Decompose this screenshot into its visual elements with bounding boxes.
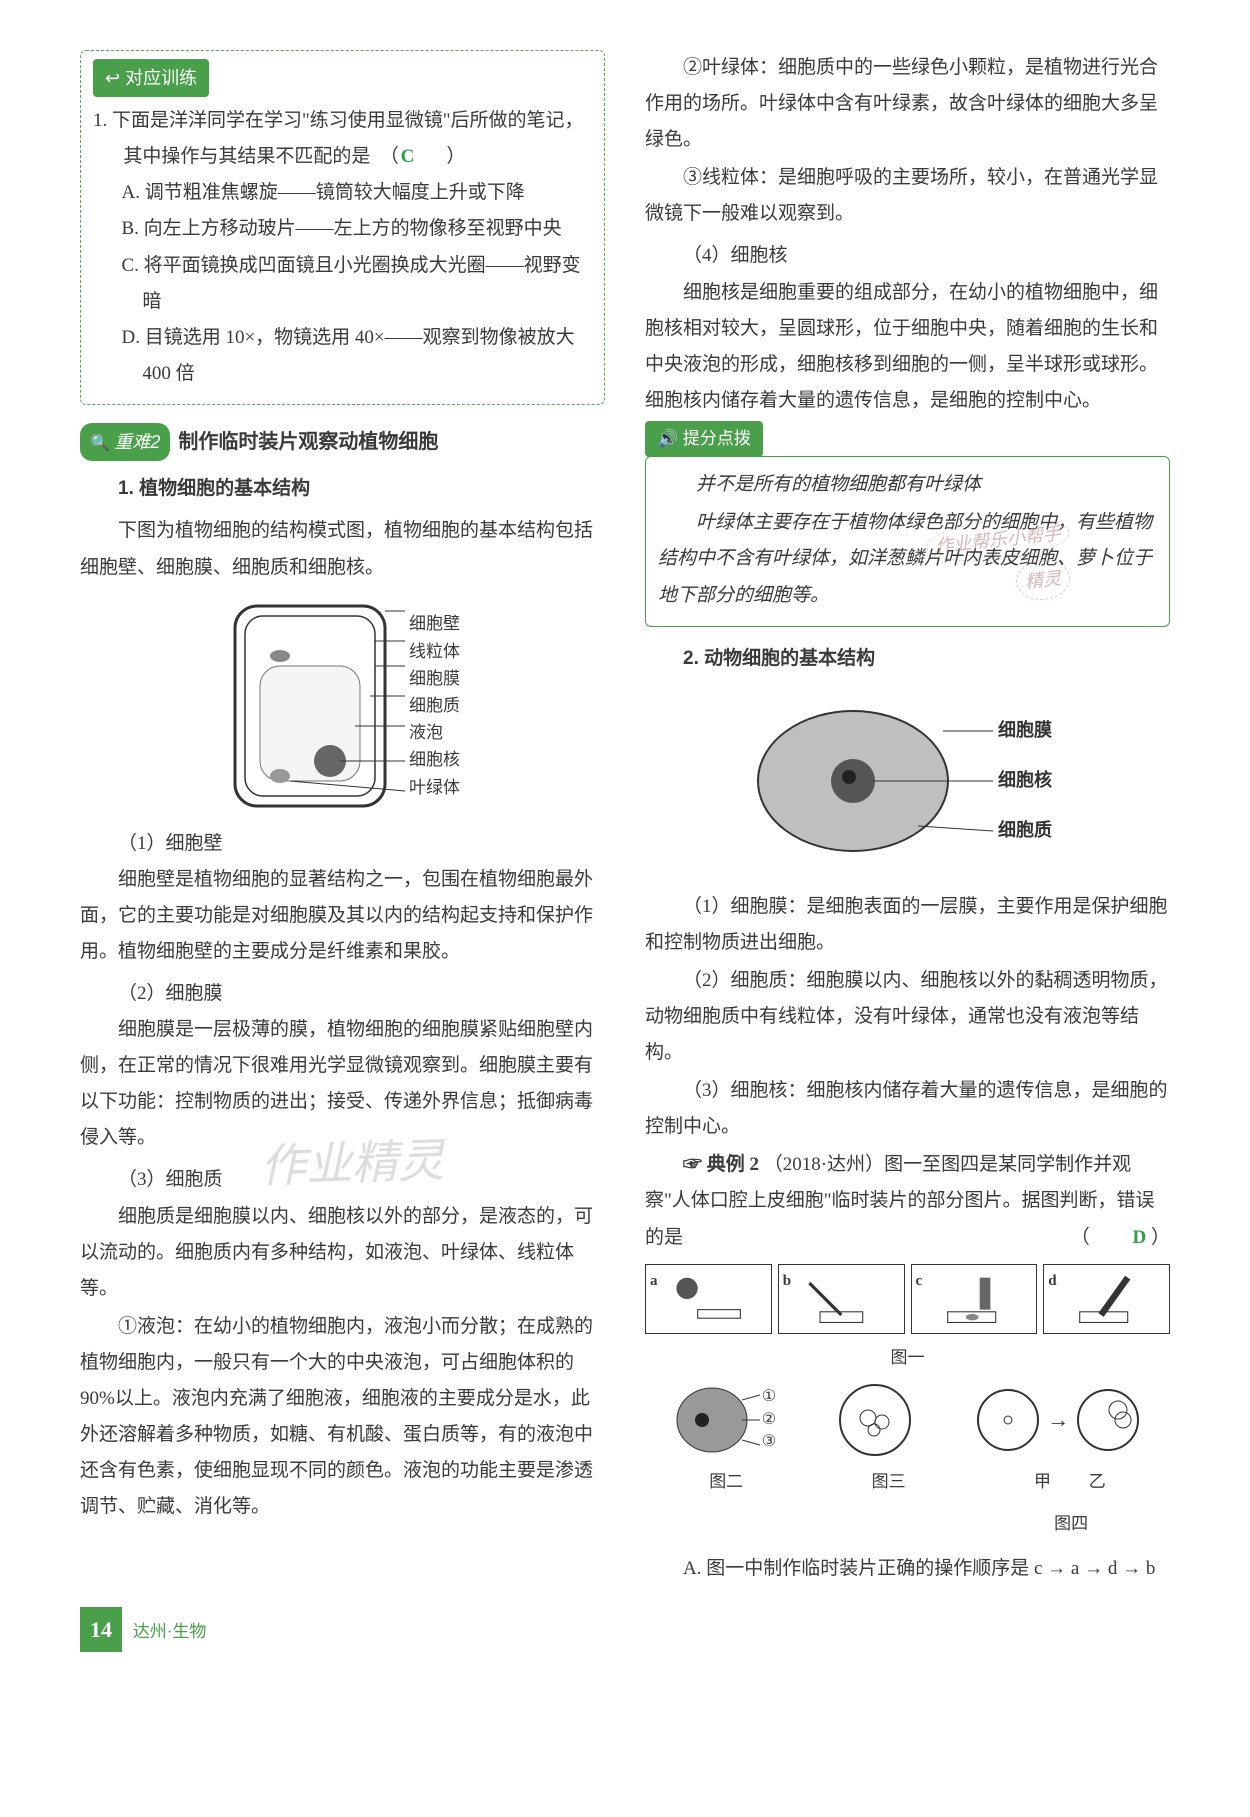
svg-text:细胞核: 细胞核 <box>998 769 1052 790</box>
figure-1-row: a b c d <box>645 1264 1170 1334</box>
fig1-caption: 图一 <box>645 1342 1170 1374</box>
animal-cell-diagram: 细胞膜 细胞核 细胞质 <box>645 691 1170 871</box>
fig3-svg <box>830 1380 920 1460</box>
q1-opt-b: B. 向左上方移动玻片——左上方的物像移至视野中央 <box>93 211 592 247</box>
p3a-body: ①液泡：在幼小的植物细胞内，液泡小而分散；在成熟的植物细胞内，一般只有一个大的中… <box>80 1309 605 1526</box>
right-column: ②叶绿体：细胞质中的一些绿色小颗粒，是植物进行光合作用的场所。叶绿体中含有叶绿素… <box>645 50 1170 1589</box>
fig4-jia: 甲 <box>1034 1472 1051 1491</box>
p3c-body: ③线粒体：是细胞呼吸的主要场所，较小，在普通光学显微镜下一般难以观察到。 <box>645 160 1170 232</box>
fig4-caption: 图四 <box>1054 1508 1088 1540</box>
p1-title: （1）细胞壁 <box>80 826 605 862</box>
svg-text:细胞膜: 细胞膜 <box>998 719 1052 740</box>
tip-header: 提分点拨 <box>645 421 763 457</box>
label-cytoplasm: 细胞质 <box>409 692 460 719</box>
example-answer: D <box>1095 1220 1147 1256</box>
animal-heading: 2. 动物细胞的基本结构 <box>645 641 1170 677</box>
a1-body: （1）细胞膜：是细胞表面的一层膜，主要作用是保护细胞和控制物质进出细胞。 <box>645 889 1170 961</box>
label-nucleus: 细胞核 <box>409 746 460 773</box>
q1-opt-c: C. 将平面镜换成凹面镜且小光圈换成大光圈——视野变暗 <box>93 248 592 320</box>
example-2: ☞ 典例 2 （2018·达州）图一至图四是某同学制作并观察"人体口腔上皮细胞"… <box>645 1147 1170 1255</box>
label-vacuole: 液泡 <box>409 719 460 746</box>
label-cell-wall: 细胞壁 <box>409 610 460 637</box>
fig2-svg <box>672 1380 762 1460</box>
plant-cell-svg <box>225 596 405 816</box>
tip-block: 提分点拨 并不是所有的植物细胞都有叶绿体 叶绿体主要存在于植物体绿色部分的细胞中… <box>645 421 1170 627</box>
p3-title: （3）细胞质 <box>80 1162 605 1198</box>
ex-opt-a: A. 图一中制作临时装片正确的操作顺序是 c → a → d → b <box>645 1551 1170 1587</box>
svg-text:细胞质: 细胞质 <box>998 819 1052 840</box>
page-number: 14 <box>80 1607 122 1653</box>
training-header: 对应训练 <box>93 59 209 97</box>
p4-title: （4）细胞核 <box>645 238 1170 274</box>
footer-book: 达州·生物 <box>133 1622 207 1641</box>
tip-line-1: 并不是所有的植物细胞都有叶绿体 <box>658 467 1157 503</box>
fig2-num1: ① <box>762 1386 776 1408</box>
q1-stem: 1. 下面是洋洋同学在学习"练习使用显微镜"后所做的笔记，其中操作与其结果不匹配… <box>93 103 592 175</box>
plant-intro: 下图为植物细胞的结构模式图，植物细胞的基本结构包括细胞壁、细胞膜、细胞质和细胞核… <box>80 513 605 585</box>
fig2-num3: ③ <box>762 1431 776 1453</box>
fig4-cap-row: 图四 <box>645 1508 1170 1540</box>
p3-body: 细胞质是细胞膜以内、细胞核以外的部分，是液态的，可以流动的。细胞质内有多种结构，… <box>80 1199 605 1307</box>
fig1-a: a <box>645 1264 772 1334</box>
a3-body: （3）细胞核：细胞核内储存着大量的遗传信息，是细胞的控制中心。 <box>645 1073 1170 1145</box>
fig2-caption: 图二 <box>709 1466 743 1498</box>
plant-heading: 1. 植物细胞的基本结构 <box>80 471 605 507</box>
left-column: 对应训练 1. 下面是洋洋同学在学习"练习使用显微镜"后所做的笔记，其中操作与其… <box>80 50 605 1589</box>
plant-cell-labels: 细胞壁 线粒体 细胞膜 细胞质 液泡 细胞核 叶绿体 <box>409 610 460 800</box>
q1-opt-d: D. 目镜选用 10×，物镜选用 40×——观察到物像被放大 400 倍 <box>93 320 592 392</box>
fig1-c: c <box>911 1264 1038 1334</box>
q1-opt-a: A. 调节粗准焦螺旋——镜筒较大幅度上升或下降 <box>93 175 592 211</box>
fig1-d: d <box>1043 1264 1170 1334</box>
example-label: ☞ 典例 2 <box>683 1154 759 1175</box>
fig1-b: b <box>778 1264 905 1334</box>
page-footer: 14 达州·生物 <box>80 1607 1170 1653</box>
label-membrane: 细胞膜 <box>409 665 460 692</box>
fig2-num2: ② <box>762 1409 776 1431</box>
p2-title: （2）细胞膜 <box>80 976 605 1012</box>
q1-answer: C <box>404 139 442 175</box>
p2-body: 细胞膜是一层极薄的膜，植物细胞的细胞膜紧贴细胞壁内侧，在正常的情况下很难用光学显… <box>80 1012 605 1156</box>
fig4a-svg <box>973 1380 1043 1460</box>
a2-body: （2）细胞质：细胞膜以内、细胞核以外的黏稠透明物质，动物细胞质中有线粒体，没有叶… <box>645 963 1170 1071</box>
p1-body: 细胞壁是植物细胞的显著结构之一，包围在植物细胞最外面，它的主要功能是对细胞膜及其… <box>80 862 605 970</box>
figure-2-4-row: ① ② ③ → <box>645 1380 1170 1460</box>
ex-open: （ <box>1071 1227 1090 1248</box>
tip-line-2: 叶绿体主要存在于植物体绿色部分的细胞中，有些植物结构中不含有叶绿体，如洋葱鳞片叶… <box>658 505 1157 613</box>
q1-close: ） <box>446 146 465 167</box>
plant-cell-diagram: 细胞壁 线粒体 细胞膜 细胞质 液泡 细胞核 叶绿体 <box>80 596 605 816</box>
section-2-title: 制作临时装片观察动植物细胞 <box>178 423 438 461</box>
q1-text: 1. 下面是洋洋同学在学习"练习使用显微镜"后所做的笔记，其中操作与其结果不匹配… <box>93 110 584 167</box>
fig3-caption: 图三 <box>872 1466 906 1498</box>
p3b-body: ②叶绿体：细胞质中的一些绿色小颗粒，是植物进行光合作用的场所。叶绿体中含有叶绿素… <box>645 50 1170 158</box>
ex-close: ） <box>1151 1227 1170 1248</box>
fig4b-svg <box>1073 1380 1143 1460</box>
fig4-yi: 乙 <box>1089 1472 1106 1491</box>
section-2-header: 重难2 制作临时装片观察动植物细胞 <box>80 423 605 461</box>
p4-body: 细胞核是细胞重要的组成部分，在幼小的植物细胞中，细胞核相对较大，呈圆球形，位于细… <box>645 275 1170 419</box>
training-box: 对应训练 1. 下面是洋洋同学在学习"练习使用显微镜"后所做的笔记，其中操作与其… <box>80 50 605 405</box>
label-chloroplast: 叶绿体 <box>409 774 460 801</box>
difficulty-badge-2: 重难2 <box>80 423 170 461</box>
label-mito: 线粒体 <box>409 638 460 665</box>
fig-captions-row: 图二 图三 甲 乙 <box>645 1466 1170 1498</box>
